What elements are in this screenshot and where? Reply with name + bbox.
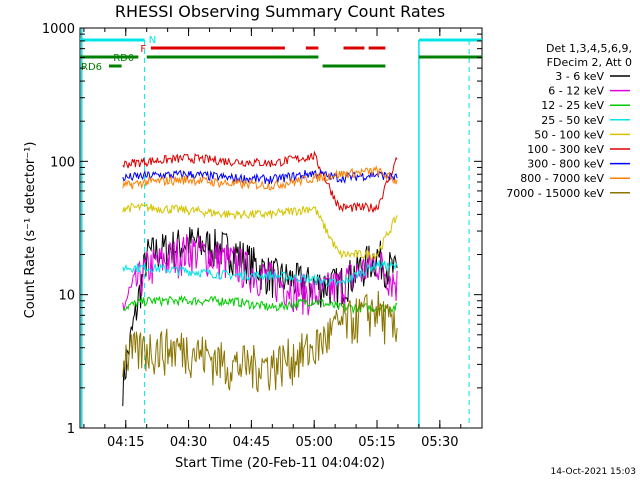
x-tick-label: 04:30	[170, 435, 207, 450]
legend-label: 3 - 6 keV	[555, 70, 604, 83]
legend-header: FDecim 2, Att 0	[547, 56, 632, 69]
series-line	[122, 150, 398, 213]
legend-label: 25 - 50 keV	[541, 114, 604, 127]
y-tick-label: 10	[58, 289, 75, 304]
flare-label: F	[140, 44, 146, 55]
y-tick-label: 100	[50, 155, 75, 170]
x-tick-label: 05:15	[358, 435, 395, 450]
timestamp-label: 14-Oct-2021 15:03	[551, 467, 636, 477]
legend-label: 7000 - 15000 keV	[506, 187, 604, 200]
legend-label: 50 - 100 keV	[534, 128, 604, 141]
x-tick-label: 04:45	[233, 435, 270, 450]
x-tick-label: 05:00	[295, 435, 332, 450]
y-tick-label: 1000	[42, 22, 75, 37]
legend-label: 800 - 7000 keV	[520, 172, 604, 185]
chart-title: RHESSI Observing Summary Count Rates	[115, 2, 445, 21]
night-label: N	[149, 35, 156, 46]
legend-label: 100 - 300 keV	[527, 143, 604, 156]
series-line	[122, 202, 398, 260]
series-line	[122, 165, 398, 191]
y-tick-label: 1	[67, 422, 75, 437]
legend-label: 300 - 800 keV	[527, 158, 604, 171]
x-tick-label: 04:15	[107, 435, 144, 450]
plot-frame	[79, 27, 483, 429]
x-axis-label: Start Time (20-Feb-11 04:04:02)	[175, 456, 385, 471]
y-axis-label: Count Rate (s⁻¹ detector⁻¹)	[23, 142, 38, 319]
series-line	[122, 290, 398, 393]
series-line	[122, 294, 398, 315]
legend-label: 6 - 12 keV	[548, 85, 604, 98]
x-tick-label: 05:30	[421, 435, 458, 450]
series-line	[122, 227, 398, 407]
series-line	[122, 260, 398, 288]
series-line	[122, 234, 398, 316]
legend-header: Det 1,3,4,5,6,9,	[546, 42, 632, 55]
legend-label: 12 - 25 keV	[541, 99, 604, 112]
rd0-label: RD0	[113, 53, 134, 64]
series-line	[122, 169, 398, 185]
rd6-label: RD6	[81, 62, 102, 73]
